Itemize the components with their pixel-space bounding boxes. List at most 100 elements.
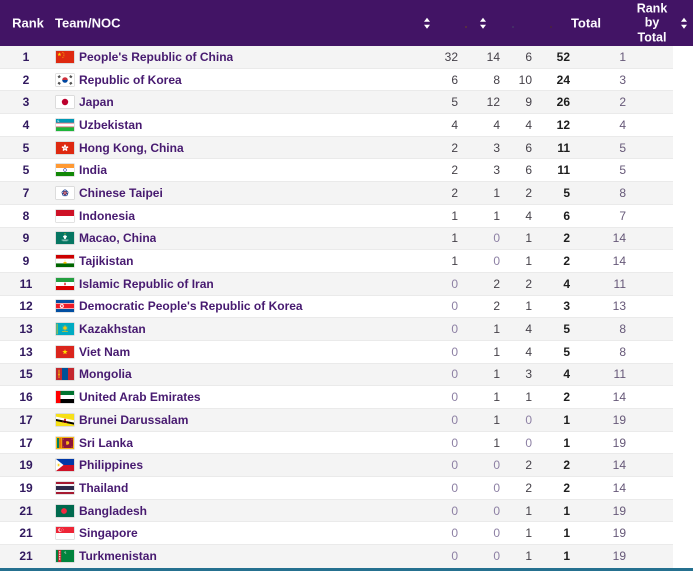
team-name: Chinese Taipei: [79, 185, 163, 200]
table-row[interactable]: 7 Chinese Taipei 2 1 2 5 8: [0, 182, 673, 205]
table-row[interactable]: 15 Mongolia 0 1 3 4 11: [0, 363, 673, 387]
table-row[interactable]: 2 Republic of Korea 6 8 10 24 3: [0, 68, 673, 92]
gold-sort-icon[interactable]: [480, 17, 486, 29]
gold-count: 0: [451, 503, 458, 518]
row-spacer: [628, 545, 673, 568]
flag-kazakhstan-icon: [56, 323, 74, 336]
table-row[interactable]: 13 Kazakhstan 0 1 4 5 8: [0, 318, 673, 341]
column-header-team[interactable]: Team/NOC: [55, 15, 121, 31]
table-row[interactable]: 16 United Arab Emirates 0 1 1 2 14: [0, 386, 673, 409]
team-cell[interactable]: Thailand: [52, 481, 415, 495]
team-cell[interactable]: Uzbekistan: [52, 118, 415, 132]
flag-macao-icon: [56, 232, 74, 245]
team-cell[interactable]: Kazakhstan: [52, 322, 415, 336]
silver-count: 0: [493, 526, 500, 541]
table-row[interactable]: 8 Indonesia 1 1 4 6 7: [0, 204, 673, 228]
bronze-count: 1: [525, 390, 532, 405]
team-cell[interactable]: Hong Kong, China: [52, 141, 415, 155]
team-cell[interactable]: United Arab Emirates: [52, 390, 415, 404]
team-cell[interactable]: Mongolia: [52, 367, 415, 381]
flag-korea-icon: [56, 73, 74, 86]
table-row[interactable]: 4 Uzbekistan 4 4 4 12 4: [0, 114, 673, 137]
rank-cell: 21: [19, 503, 33, 518]
rank-by-total-cell: 4: [619, 117, 626, 132]
table-row[interactable]: 21 Bangladesh 0 0 1 1 19: [0, 499, 673, 523]
gold-count: 2: [451, 185, 458, 200]
team-cell[interactable]: Philippines: [52, 458, 415, 472]
row-spacer: [628, 318, 673, 340]
table-row[interactable]: 17 Brunei Darussalam 0 1 0 1 19: [0, 409, 673, 432]
silver-count: 1: [493, 208, 500, 223]
table-row[interactable]: 19 Philippines 0 0 2 2 14: [0, 454, 673, 478]
total-count: 2: [563, 254, 570, 269]
table-row[interactable]: 12 Democratic People's Republic of Korea…: [0, 295, 673, 319]
flag-indonesia-icon: [56, 209, 74, 222]
team-cell[interactable]: Tajikistan: [52, 254, 415, 268]
total-count: 4: [563, 276, 570, 291]
silver-count: 2: [493, 299, 500, 314]
team-cell[interactable]: Democratic People's Republic of Korea: [52, 299, 415, 313]
rank-cell: 19: [19, 480, 33, 495]
table-row[interactable]: 17 Sri Lanka 0 1 0 1 19: [0, 431, 673, 455]
team-cell[interactable]: Bangladesh: [52, 504, 415, 518]
flag-bangladesh-icon: [56, 504, 74, 517]
silver-count: 1: [493, 435, 500, 450]
rank-cell: 17: [19, 435, 33, 450]
table-row[interactable]: 21 Singapore 0 0 1 1 19: [0, 522, 673, 546]
team-cell[interactable]: India: [52, 163, 415, 177]
table-row[interactable]: 5 India 2 3 6 11 5: [0, 159, 673, 183]
table-row[interactable]: 5 Hong Kong, China 2 3 6 11 5: [0, 136, 673, 160]
team-cell[interactable]: Republic of Korea: [52, 73, 415, 87]
rank-cell: 4: [22, 117, 30, 132]
flag-tajikistan-icon: [56, 255, 74, 268]
gold-count: 0: [451, 480, 458, 495]
team-cell[interactable]: Chinese Taipei: [52, 186, 415, 200]
total-count: 5: [563, 322, 570, 337]
rank-cell: 5: [22, 140, 30, 155]
table-row[interactable]: 11 Islamic Republic of Iran 0 2 2 4 11: [0, 272, 673, 296]
column-header-total[interactable]: Total: [570, 15, 602, 31]
gold-count: 0: [451, 390, 458, 405]
team-cell[interactable]: Singapore: [52, 526, 415, 540]
team-sort-icon[interactable]: [424, 17, 430, 29]
rank-cell: 7: [22, 185, 30, 200]
flag-vietnam-icon: [56, 345, 74, 358]
rank-by-total-sort-icon[interactable]: [681, 17, 687, 29]
flag-uzbekistan-icon: [56, 118, 74, 131]
rank-by-total-cell: 19: [612, 435, 626, 450]
column-header-rank[interactable]: Rank: [12, 15, 44, 31]
total-count: 2: [563, 231, 570, 246]
rank-by-total-cell: 19: [612, 549, 626, 564]
team-cell[interactable]: Sri Lanka: [52, 436, 415, 450]
table-row[interactable]: 13 Viet Nam 0 1 4 5 8: [0, 340, 673, 364]
team-cell[interactable]: Indonesia: [52, 209, 415, 223]
sort-down-icon: [480, 24, 486, 29]
team-cell[interactable]: People's Republic of China: [52, 50, 415, 64]
sort-down-icon: [681, 24, 687, 29]
flag-philippines-icon: [56, 459, 74, 472]
row-spacer: [628, 432, 673, 454]
team-cell[interactable]: Viet Nam: [52, 345, 415, 359]
team-cell[interactable]: Macao, China: [52, 231, 415, 245]
team-cell[interactable]: Turkmenistan: [52, 549, 415, 563]
rank-cell: 9: [22, 231, 30, 246]
team-cell[interactable]: Japan: [52, 95, 415, 109]
row-spacer: [628, 522, 673, 544]
bronze-count: 6: [525, 140, 532, 155]
team-cell[interactable]: Islamic Republic of Iran: [52, 277, 415, 291]
table-row[interactable]: 9 Macao, China 1 0 1 2 14: [0, 227, 673, 251]
rank-by-total-cell: 14: [612, 390, 626, 405]
row-spacer: [628, 273, 673, 295]
silver-count: 8: [493, 72, 500, 87]
table-row[interactable]: 9 Tajikistan 1 0 1 2 14: [0, 250, 673, 273]
bronze-count: 4: [525, 117, 532, 132]
table-row[interactable]: 3 Japan 5 12 9 26 2: [0, 91, 673, 115]
table-row[interactable]: 21 Turkmenistan 0 0 1 1 19: [0, 545, 673, 568]
column-header-rank-by-total[interactable]: Rank by Total: [636, 1, 668, 45]
gold-count: 4: [451, 117, 458, 132]
silver-count: 12: [486, 95, 500, 110]
table-row[interactable]: 1 People's Republic of China 32 14 6 52 …: [0, 46, 673, 69]
table-row[interactable]: 19 Thailand 0 0 2 2 14: [0, 477, 673, 500]
bronze-count: 1: [525, 231, 532, 246]
team-cell[interactable]: Brunei Darussalam: [52, 413, 415, 427]
